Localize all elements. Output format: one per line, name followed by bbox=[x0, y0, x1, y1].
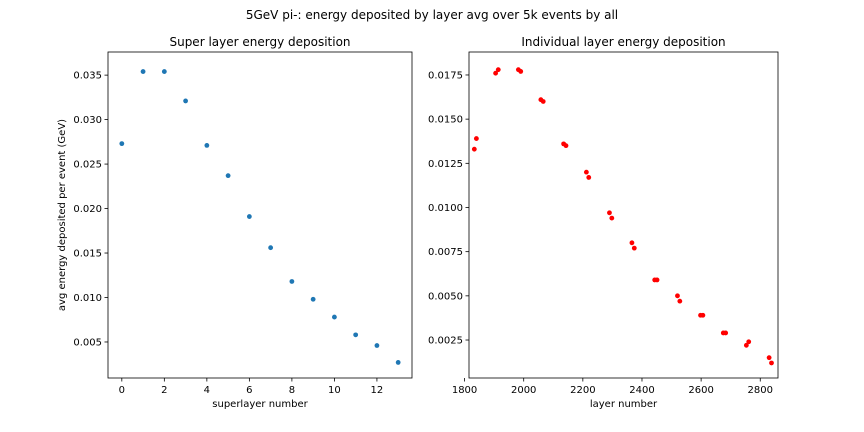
left-y-axis-label: avg energy deposited per event (GeV) bbox=[57, 119, 68, 311]
left-x-tick-label: 0 bbox=[119, 385, 125, 396]
left-data-point bbox=[204, 142, 210, 148]
right-data-point bbox=[743, 342, 749, 348]
right-data-point bbox=[654, 277, 660, 283]
left-x-tick-label: 12 bbox=[371, 385, 384, 396]
right-data-point bbox=[540, 99, 546, 104]
left-y-tick-label: 0.005 bbox=[73, 337, 102, 348]
left-data-point bbox=[183, 98, 188, 104]
left-x-tick-label: 10 bbox=[328, 385, 341, 396]
right-x-tick-label: 1800 bbox=[452, 385, 477, 396]
left-data-point bbox=[353, 332, 359, 338]
right-data-point bbox=[586, 175, 592, 180]
right-data-point bbox=[766, 355, 772, 361]
right-plot-title: Individual layer energy deposition bbox=[521, 35, 725, 49]
right-data-point bbox=[675, 293, 680, 299]
left-data-point bbox=[246, 214, 252, 219]
right-data-point bbox=[631, 245, 637, 251]
right-x-tick-label: 2400 bbox=[629, 385, 654, 396]
right-y-tick-label: 0.0025 bbox=[428, 336, 463, 347]
right-data-point bbox=[471, 146, 477, 152]
right-y-tick-label: 0.0100 bbox=[428, 203, 463, 214]
right-x-axis-label: layer number bbox=[590, 399, 658, 410]
left-data-point bbox=[310, 296, 316, 302]
left-data-point bbox=[332, 314, 337, 320]
left-plot-title: Super layer energy deposition bbox=[169, 35, 350, 49]
right-y-tick-label: 0.0075 bbox=[428, 247, 463, 258]
left-data-point bbox=[268, 245, 274, 251]
right-data-point bbox=[563, 143, 569, 149]
right-data-point bbox=[723, 330, 729, 336]
left-y-tick-label: 0.035 bbox=[73, 71, 102, 82]
right-y-tick-label: 0.0150 bbox=[428, 115, 463, 126]
left-plot-frame bbox=[107, 51, 413, 379]
left-data-point bbox=[289, 279, 295, 284]
right-data-point bbox=[769, 360, 774, 366]
left-data-point bbox=[140, 69, 146, 74]
right-y-tick-label: 0.0050 bbox=[428, 291, 463, 302]
right-x-tick-label: 2000 bbox=[511, 385, 536, 396]
left-data-point bbox=[395, 360, 401, 365]
figure-suptitle: 5GeV pi-: energy deposited by layer avg … bbox=[246, 8, 618, 22]
left-plot: Super layer energy deposition superlayer … bbox=[57, 35, 413, 410]
right-data-point bbox=[677, 298, 683, 304]
right-data-point bbox=[473, 136, 479, 141]
left-x-tick-label: 8 bbox=[289, 385, 295, 396]
left-y-tick-label: 0.010 bbox=[73, 293, 102, 304]
right-y-tick-label: 0.0125 bbox=[428, 159, 463, 170]
right-data-point bbox=[746, 339, 752, 345]
left-x-tick-label: 4 bbox=[204, 385, 210, 396]
right-y-tick-label: 0.0175 bbox=[428, 70, 463, 81]
left-x-tick-label: 2 bbox=[161, 385, 167, 396]
right-data-point bbox=[607, 210, 612, 216]
right-x-tick-label: 2600 bbox=[688, 385, 713, 396]
left-data-point bbox=[374, 343, 380, 348]
right-data-point bbox=[493, 70, 499, 76]
left-x-axis-label: superlayer number bbox=[212, 399, 308, 410]
right-data-point bbox=[495, 67, 501, 73]
left-x-tick-label: 6 bbox=[246, 385, 252, 396]
right-data-point bbox=[518, 69, 524, 74]
right-plot-frame bbox=[468, 51, 779, 379]
right-data-point bbox=[583, 169, 589, 175]
right-data-point bbox=[700, 312, 706, 318]
left-data-point bbox=[161, 69, 167, 74]
right-data-point bbox=[629, 240, 635, 246]
left-y-tick-label: 0.025 bbox=[73, 160, 102, 171]
right-data-point bbox=[609, 215, 615, 221]
right-plot: Individual layer energy deposition layer … bbox=[428, 35, 779, 410]
left-data-point bbox=[119, 141, 125, 147]
left-y-tick-label: 0.030 bbox=[73, 115, 102, 126]
right-x-tick-label: 2800 bbox=[748, 385, 773, 396]
right-x-tick-label: 2200 bbox=[570, 385, 595, 396]
left-y-tick-label: 0.020 bbox=[73, 204, 102, 215]
left-y-tick-label: 0.015 bbox=[73, 249, 102, 260]
left-data-point bbox=[225, 173, 231, 179]
